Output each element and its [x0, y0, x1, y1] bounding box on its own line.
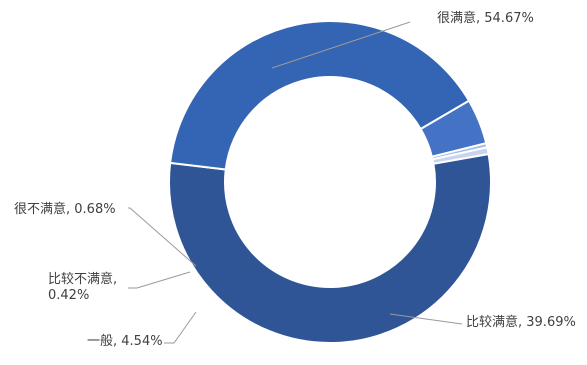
- leader-line-5: [128, 207, 197, 267]
- donut-slices: [168, 20, 492, 344]
- leader-line-2: [389, 313, 463, 325]
- leader-line-3: [164, 311, 197, 344]
- slice-2: [169, 20, 471, 171]
- slice-5: [431, 146, 490, 165]
- data-label-1-line-1: 很满意, 54.67%: [437, 10, 534, 26]
- leader-line-4: [128, 271, 191, 289]
- data-label-4-line-2: 0.42%: [48, 288, 89, 303]
- data-label-3-line-1: 一般, 4.54%: [87, 333, 163, 349]
- data-label-2: 比较满意, 39.69%: [466, 314, 576, 330]
- slice-1: [168, 152, 492, 344]
- data-label-1: 很满意, 54.67%: [437, 10, 534, 26]
- data-labels: 很满意, 54.67% 比较满意, 39.69% 一般, 4.54% 比较不满意, 0.…: [14, 10, 576, 349]
- leader-line-1: [271, 21, 411, 69]
- data-label-4-line-1: 比较不满意,: [48, 271, 117, 287]
- leader-lines: [128, 21, 463, 344]
- data-label-5-line-1: 很不满意, 0.68%: [14, 201, 116, 217]
- data-label-3: 一般, 4.54%: [87, 333, 163, 349]
- data-label-5: 很不满意, 0.68%: [14, 201, 116, 217]
- data-label-2-line-1: 比较满意, 39.69%: [466, 314, 576, 330]
- data-label-4: 比较不满意, 0.42%: [48, 271, 117, 303]
